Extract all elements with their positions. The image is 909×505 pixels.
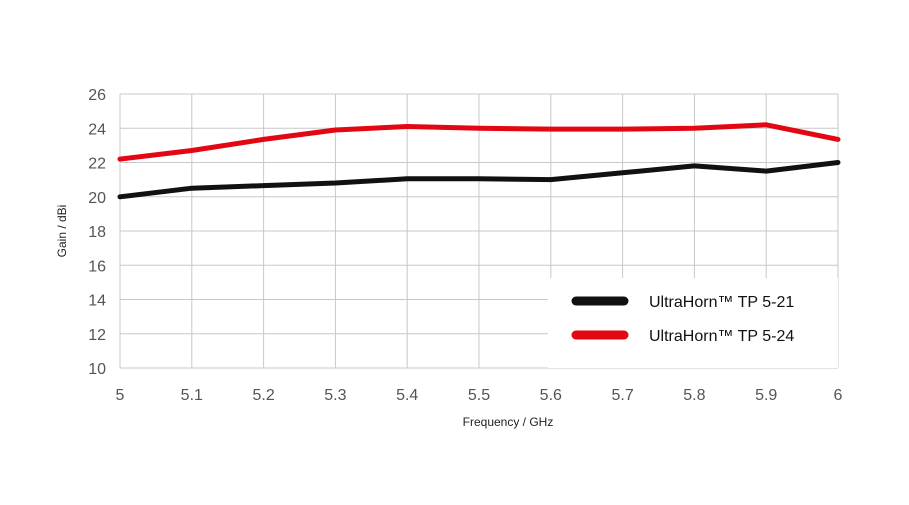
y-tick-label: 12 [88,327,106,344]
y-tick-label: 18 [88,224,106,241]
x-tick-label: 5.7 [611,387,633,404]
x-tick-label: 5.9 [755,387,777,404]
y-tick-label: 26 [88,87,106,104]
legend: UltraHorn™ TP 5-21 UltraHorn™ TP 5-24 [548,278,838,368]
x-tick-label: 6 [834,387,843,404]
x-tick-label: 5.6 [540,387,562,404]
x-tick-label: 5 [116,387,125,404]
y-tick-labels: 10 12 14 16 18 20 22 24 26 [88,87,106,378]
y-tick-label: 14 [88,293,106,310]
legend-box [548,278,838,368]
series-line-0 [117,160,841,200]
y-tick-label: 20 [88,190,106,207]
series-lines [117,122,841,200]
legend-label-tp-5-21: UltraHorn™ TP 5-21 [649,294,794,311]
y-tick-label: 10 [88,361,106,378]
x-tick-label: 5.8 [683,387,705,404]
x-tick-label: 5.2 [252,387,274,404]
x-tick-labels: 5 5.1 5.2 5.3 5.4 5.5 5.6 5.7 5.8 5.9 6 [116,387,843,404]
x-tick-label: 5.3 [324,387,346,404]
x-tick-label: 5.5 [468,387,490,404]
y-tick-label: 22 [88,156,106,173]
series-line-1 [117,122,841,162]
legend-label-tp-5-24: UltraHorn™ TP 5-24 [649,328,794,345]
y-tick-label: 24 [88,121,106,138]
y-axis-label: Gain / dBi [55,205,69,258]
x-tick-label: 5.1 [181,387,203,404]
x-axis-label: Frequency / GHz [463,415,554,429]
x-tick-label: 5.4 [396,387,418,404]
y-tick-label: 16 [88,258,106,275]
